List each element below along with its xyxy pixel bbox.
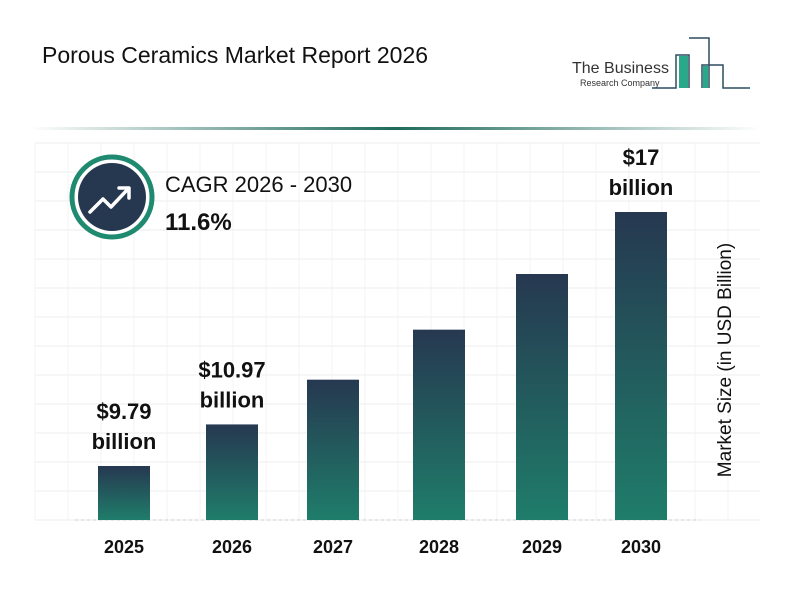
data-label-unit: billion [200, 387, 265, 412]
x-tick-label: 2029 [522, 537, 562, 557]
bar-2030 [615, 212, 667, 520]
x-tick-label: 2028 [419, 537, 459, 557]
x-tick-label: 2027 [313, 537, 353, 557]
bar-2026 [206, 424, 258, 520]
logo-line1: The Business [572, 60, 669, 77]
cagr-label: CAGR 2026 - 2030 [165, 172, 352, 197]
bar-2029 [516, 274, 568, 520]
x-tick-label: 2030 [621, 537, 661, 557]
cagr-badge: CAGR 2026 - 2030 11.6% [69, 154, 352, 240]
data-label-unit: billion [609, 175, 674, 200]
data-label-value: $17 [623, 145, 660, 170]
page-title: Porous Ceramics Market Report 2026 [42, 42, 429, 68]
y-axis-label: Market Size (in USD Billion) [715, 243, 736, 477]
bar-2028 [413, 329, 465, 520]
data-label-value: $10.97 [198, 357, 265, 382]
x-tick-label: 2026 [212, 537, 252, 557]
cagr-value: 11.6% [165, 209, 232, 236]
logo-line2: Research Company [580, 78, 660, 88]
header-divider [30, 127, 760, 130]
data-label-value: $9.79 [96, 399, 151, 424]
data-label-unit: billion [92, 429, 157, 454]
bar-2027 [307, 379, 359, 520]
trend-up-arrow-icon [88, 186, 131, 214]
x-tick-label: 2025 [104, 537, 144, 557]
logo: The Business Research Company [572, 37, 750, 89]
bar-2025 [98, 466, 150, 520]
